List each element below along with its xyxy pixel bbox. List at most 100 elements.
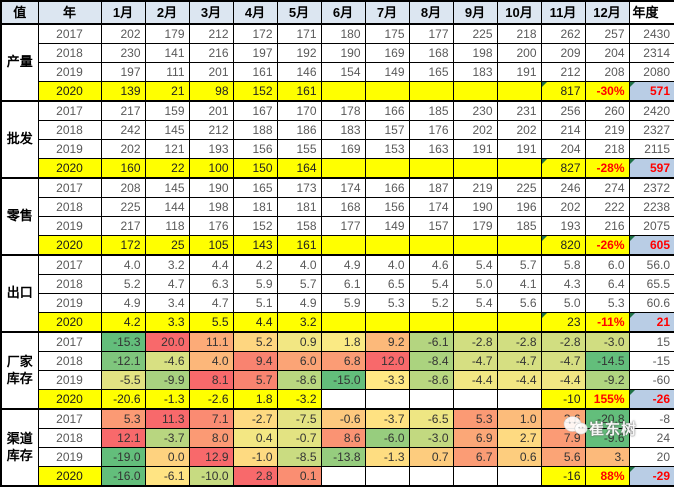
table-cell: 5.0 (540, 293, 586, 313)
table-cell: 200 (496, 43, 542, 63)
table-cell (320, 389, 366, 410)
header-cell: 年 (37, 0, 102, 25)
year-cell: 2020 (37, 235, 102, 256)
header-cell: 3月 (188, 0, 234, 25)
table-cell: 191 (452, 139, 498, 159)
annual-cell: -8 (628, 408, 674, 429)
table-cell: 181 (276, 197, 322, 217)
corner-triangle-icon (542, 313, 547, 318)
corner-triangle-icon (630, 467, 635, 472)
table-cell: 3.2 (276, 312, 322, 333)
table-cell: 3.3 (144, 312, 190, 333)
table-cell: -19.0 (100, 447, 146, 467)
table-cell: 7.1 (188, 408, 234, 429)
header-cell: 值 (0, 0, 39, 25)
table-cell: 187 (408, 177, 454, 198)
table-cell: 4.4 (188, 254, 234, 275)
table-cell: 212 (188, 23, 234, 44)
table-cell: -2.8 (452, 331, 498, 352)
year-cell: 2020 (37, 158, 102, 179)
table-cell (452, 389, 498, 410)
table-cell: 183 (452, 62, 498, 82)
table-cell: 165 (408, 62, 454, 82)
table-cell: -4.7 (496, 351, 542, 371)
table-cell (496, 235, 542, 256)
annual-cell: 571 (628, 81, 674, 102)
table-cell: 219 (452, 177, 498, 198)
table-cell (452, 158, 498, 179)
table-cell: 5.3 (364, 293, 410, 313)
table-cell: -0.6 (320, 408, 366, 429)
table-cell: 176 (188, 216, 234, 236)
table-cell: 157 (364, 120, 410, 140)
year-cell: 2017 (37, 100, 102, 121)
table-cell: 230 (452, 100, 498, 121)
header-cell: 8月 (408, 0, 454, 25)
corner-triangle-icon (630, 159, 635, 164)
table-cell (320, 158, 366, 179)
table-cell: 5.9 (232, 274, 278, 294)
table-cell: 5.7 (276, 274, 322, 294)
year-cell: 2019 (37, 370, 102, 390)
table-cell: 5.1 (232, 293, 278, 313)
table-cell: 156 (232, 139, 278, 159)
table-cell: 4.9 (276, 293, 322, 313)
table-cell: -2.8 (496, 331, 542, 352)
table-cell: 260 (584, 100, 630, 121)
table-cell: 4.4 (232, 312, 278, 333)
table-cell: 4.2 (232, 254, 278, 275)
year-cell: 2019 (37, 293, 102, 313)
table-cell: -8.4 (408, 351, 454, 371)
table-cell: -6.1 (144, 466, 190, 487)
table-cell: 204 (584, 43, 630, 63)
table-cell: 3.2 (144, 254, 190, 275)
year-cell: 2020 (37, 389, 102, 410)
table-cell: 212 (188, 120, 234, 140)
annual-cell: 2314 (628, 43, 674, 63)
year-cell: 2018 (37, 197, 102, 217)
table-cell: 169 (320, 139, 366, 159)
table-cell: 4.0 (188, 351, 234, 371)
section-label: 出口 (0, 254, 39, 333)
table-cell: 149 (364, 62, 410, 82)
header-cell: 6月 (320, 0, 366, 25)
table-cell: 185 (408, 100, 454, 121)
table-cell: 274 (584, 177, 630, 198)
table-cell: 6.4 (584, 274, 630, 294)
table-cell: 5.8 (540, 254, 586, 275)
table-cell: 0.0 (144, 447, 190, 467)
table-cell: 198 (452, 43, 498, 63)
table-cell: 168 (320, 197, 366, 217)
table-cell (408, 389, 454, 410)
table-cell: 118 (144, 216, 190, 236)
table-cell: 111 (144, 62, 190, 82)
table-cell: 4.2 (100, 312, 146, 333)
table-cell: -3.2 (276, 389, 322, 410)
annual-cell: 605 (628, 235, 674, 256)
annual-cell: 56.0 (628, 254, 674, 275)
table-cell: -4.7 (540, 351, 586, 371)
year-cell: 2018 (37, 351, 102, 371)
table-cell: 100 (188, 158, 234, 179)
table-cell: 5.6 (540, 447, 586, 467)
table-cell: 209 (540, 43, 586, 63)
table-cell: 152 (232, 81, 278, 102)
table-cell: -3.0 (584, 331, 630, 352)
table-cell: -15.0 (320, 370, 366, 390)
table-cell: 0.1 (276, 466, 322, 487)
table-cell: -2.8 (540, 331, 586, 352)
year-cell: 2018 (37, 428, 102, 448)
table-cell (364, 158, 410, 179)
table-cell: 191 (496, 62, 542, 82)
table-cell: 5.3 (452, 408, 498, 429)
table-cell: 161 (276, 81, 322, 102)
year-cell: 2017 (37, 408, 102, 429)
table-cell: 1.8 (232, 389, 278, 410)
table-cell: 242 (100, 120, 146, 140)
year-cell: 2019 (37, 447, 102, 467)
annual-cell: 60.6 (628, 293, 674, 313)
header-cell: 11月 (540, 0, 586, 25)
year-cell: 2018 (37, 43, 102, 63)
table-cell: 145 (144, 177, 190, 198)
table-cell: -10 (540, 389, 586, 410)
